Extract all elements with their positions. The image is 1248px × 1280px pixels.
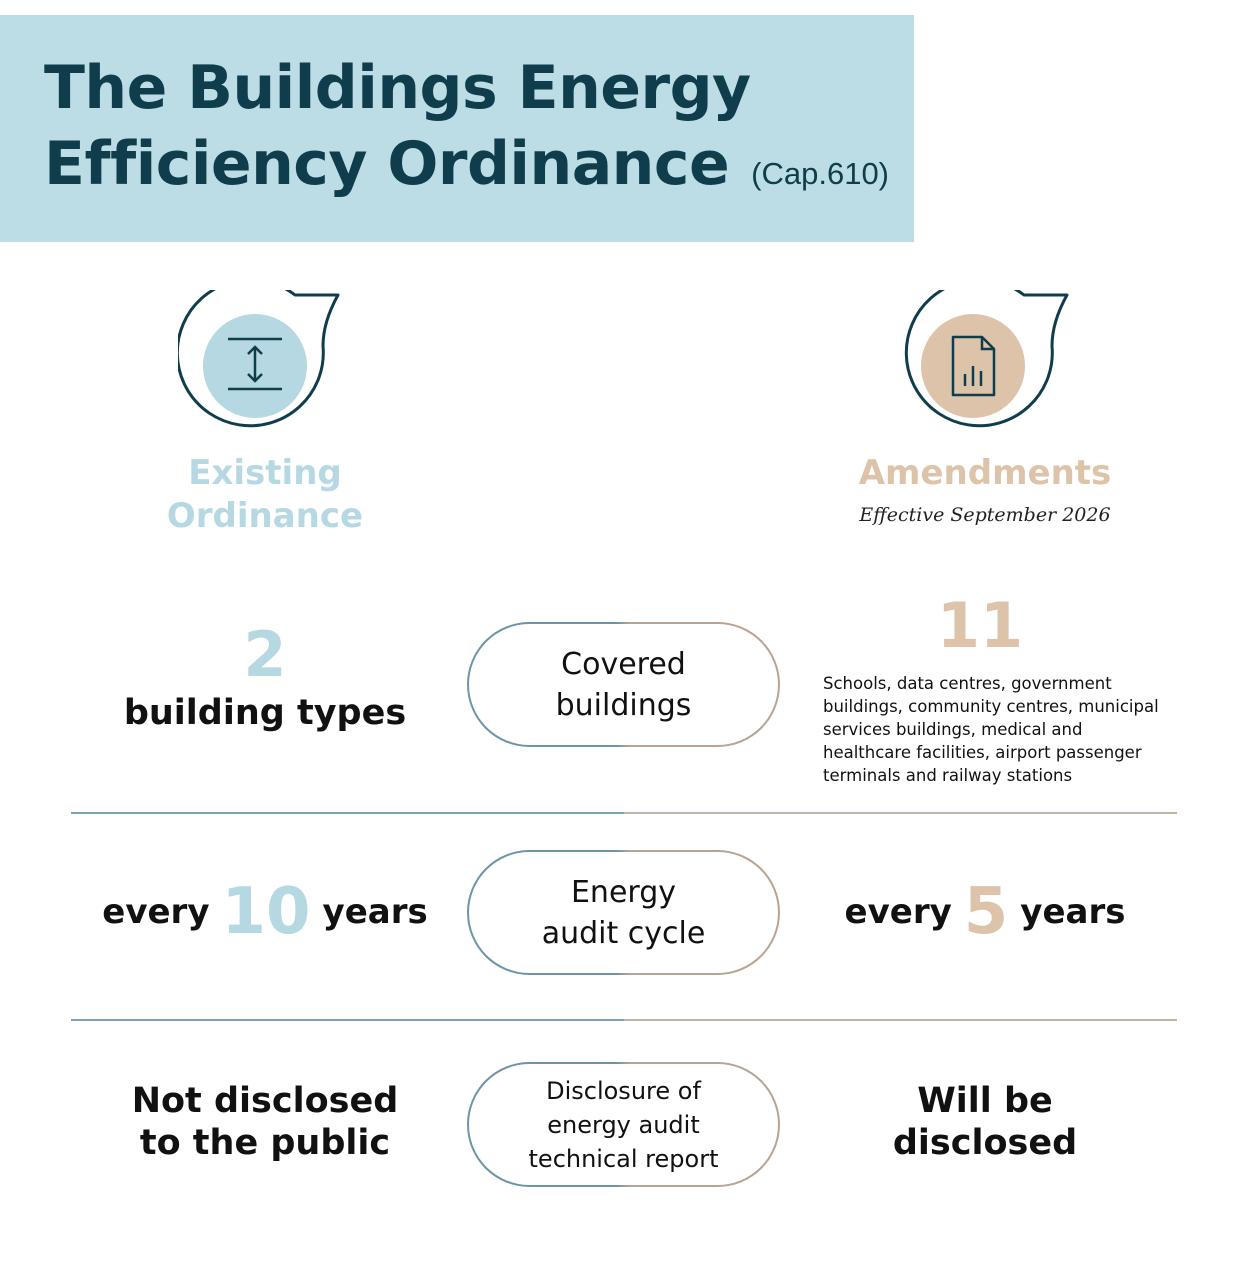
amendments-effective-date: Effective September 2026 [859,504,1111,526]
building-types-line: buildings, community centres, municipal [823,697,1159,716]
row-divider [71,1019,1177,1021]
existing-covered-buildings: 2 building types [100,622,430,738]
title-line-1: The Buildings Energy [44,53,751,123]
existing-building-type-count: 2 [243,618,287,691]
disclosure-line-1: Disclosure of [546,1076,701,1105]
existing-heading-line-1: Existing [188,453,342,493]
amendments-building-types-list: Schools, data centres, government buildi… [820,672,1180,787]
existing-ordinance-badge [178,290,358,450]
disclosure-line-3: technical report [528,1144,719,1173]
document-chart-icon [904,290,1069,428]
covered-buildings-pill: Covered buildings [467,622,780,747]
existing-disclosure-line-2: to the public [139,1123,391,1163]
covered-buildings-line-2: buildings [555,687,692,723]
amendments-disclosure-line-1: Will be [917,1081,1053,1121]
disclosure-line-2: energy audit [547,1110,700,1139]
building-types-line: terminals and railway stations [823,766,1073,785]
amendments-audit-years: 5 [963,875,1009,949]
amendments-covered-buildings: 11 Schools, data centres, government bui… [820,590,1180,787]
amendments-audit-prefix: every [844,892,952,932]
existing-audit-suffix: years [322,892,428,932]
amendments-disclosure: Will be disclosed [835,1080,1135,1164]
title-line-2-text: Efficiency Ordinance [44,129,730,199]
cap-reference: (Cap.610) [751,156,890,191]
amendments-audit-cycle: every 5 years [830,876,1140,948]
vertical-arrows-icon [178,290,340,428]
existing-building-type-label: building types [123,693,407,733]
existing-disclosure: Not disclosed to the public [100,1080,430,1164]
amendments-heading: Amendments [858,453,1112,493]
energy-audit-cycle-pill: Energy audit cycle [467,850,780,975]
existing-audit-cycle: every 10 years [90,876,440,948]
building-types-line: services buildings, medical and [823,720,1083,739]
page-title: The Buildings Energy Efficiency Ordinanc… [44,50,904,212]
audit-cycle-line-2: audit cycle [541,915,706,951]
row-divider [71,812,1177,814]
amendments-badge [896,290,1076,450]
existing-disclosure-line-1: Not disclosed [131,1081,399,1121]
amendments-audit-suffix: years [1020,892,1126,932]
amendments-disclosure-line-2: disclosed [892,1123,1078,1163]
header-band [0,15,914,242]
amendments-building-type-count: 11 [936,589,1024,662]
existing-audit-prefix: every [102,892,210,932]
covered-buildings-line-1: Covered [561,646,686,682]
building-types-line: Schools, data centres, government [823,674,1112,693]
existing-heading-line-2: Ordinance [166,496,364,536]
title-line-2: Efficiency Ordinance (Cap.610) [44,126,904,212]
existing-audit-years: 10 [221,875,311,949]
audit-cycle-line-1: Energy [570,874,676,910]
building-types-line: healthcare facilities, airport passenger [823,743,1142,762]
disclosure-report-pill: Disclosure of energy audit technical rep… [467,1062,780,1187]
existing-ordinance-heading: Existing Ordinance [120,452,410,538]
